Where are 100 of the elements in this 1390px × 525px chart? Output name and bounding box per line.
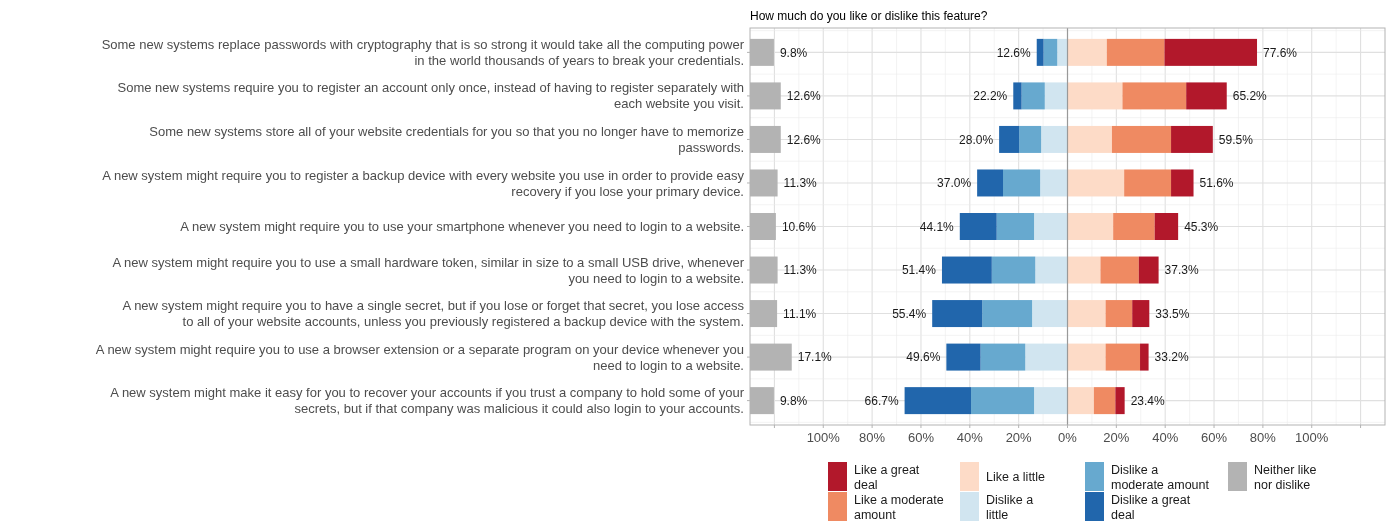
y-tick-label: Some new systems store all of your website credentials for you so that you no longer have to memorize passwords.	[149, 123, 744, 155]
y-tick-label: A new system might require you to use a small hardware token, similar in size to a small USB drive, whenever you need to login to a website.	[112, 254, 745, 286]
y-tick-label: Some new systems require you to register an account only once, instead of having to register separately with each website you visit.	[117, 80, 744, 112]
data-label: 11.3%	[783, 263, 818, 278]
bar	[1154, 213, 1179, 240]
bar	[1122, 82, 1187, 110]
bar	[1032, 300, 1068, 328]
annotation: 12.6%	[996, 45, 1032, 60]
legend-label: Dislike a moderate amount	[1111, 462, 1210, 492]
x-tick-label: 100%	[806, 430, 841, 445]
x-tick-label: 80%	[859, 430, 886, 445]
bar	[1124, 169, 1172, 197]
bar	[1003, 169, 1041, 197]
bar	[999, 125, 1020, 153]
y-tick-label: A new system might require you to have a single secret, but if you lose or forget that secret, you lose access to all of your website accounts, unless you previously registered a backup device with the system.	[122, 298, 745, 330]
bar	[1041, 125, 1068, 153]
bar	[1040, 169, 1068, 197]
annotation: 33.5%	[1155, 306, 1190, 321]
legend-label: Like a moderate amount	[854, 492, 944, 522]
bar	[1067, 387, 1094, 415]
x-tick-label: 0%	[1058, 430, 1078, 445]
legend-label: Like a great deal	[854, 462, 920, 492]
data-label: 12.6%	[786, 89, 822, 104]
bar	[1067, 343, 1106, 371]
annotation: 37.0%	[937, 176, 972, 191]
bar	[1034, 387, 1068, 415]
annotation: 66.7%	[864, 393, 899, 408]
x-tick-label: 40%	[956, 430, 984, 445]
annotation: 59.5%	[1218, 132, 1254, 147]
bar	[1105, 343, 1141, 371]
bar	[982, 300, 1033, 328]
y-tick-label: A new system might require you to register a backup device with every website you use in order to provide easy recovery if you lose your primary device.	[102, 167, 745, 199]
annotation: 51.6%	[1199, 176, 1234, 191]
annotation: 77.6%	[1263, 45, 1298, 60]
bar	[1186, 82, 1227, 110]
bar	[1164, 38, 1258, 66]
x-tick-label: 60%	[907, 430, 935, 445]
y-tick-label: Some new systems replace passwords with cryptography that is so strong it would take all the computing power in the world thousands of years to break your credentials.	[101, 36, 745, 68]
bar	[1067, 82, 1123, 110]
bar	[1021, 82, 1045, 110]
bar	[971, 387, 1035, 415]
bar	[1067, 125, 1112, 153]
bar	[977, 169, 1004, 197]
bar	[1036, 38, 1044, 66]
bar	[1067, 213, 1114, 240]
bar	[1035, 256, 1068, 284]
legend-label: Like a little	[986, 470, 1046, 485]
bar	[946, 343, 981, 371]
y-tick-label: A new system might require you to use your smartphone whenever you need to login to a website.	[180, 219, 744, 235]
bar	[1111, 125, 1172, 153]
bar	[1067, 256, 1101, 284]
bar	[1171, 169, 1194, 197]
legend-label: Dislike a great deal	[1111, 492, 1191, 522]
chart-title: How much do you like or dislike this feature?	[750, 9, 988, 23]
bar	[1067, 38, 1107, 66]
bar	[941, 256, 992, 284]
bar	[1067, 169, 1125, 197]
bar	[1113, 213, 1155, 240]
bar	[1140, 343, 1149, 371]
annotation: 44.1%	[919, 219, 955, 234]
legend-label: Neither like nor dislike	[1254, 462, 1317, 492]
bar	[904, 387, 972, 415]
annotation: 22.2%	[973, 89, 1008, 104]
data-label: 17.1%	[797, 350, 833, 365]
bar	[1171, 125, 1213, 153]
bar	[1106, 38, 1165, 66]
annotation: 49.6%	[906, 350, 941, 365]
bar	[932, 300, 983, 328]
bar	[991, 256, 1036, 284]
x-tick-label: 40%	[1152, 430, 1179, 445]
data-label: 9.8%	[779, 393, 808, 408]
bar	[959, 213, 997, 240]
bar	[1093, 387, 1116, 415]
bar	[996, 213, 1035, 240]
data-label: 11.3%	[783, 176, 818, 191]
y-tick-label: A new system might require you to use a browser extension or a separate program on your device whenever you need to login to a website.	[95, 341, 744, 373]
bar	[1034, 213, 1068, 240]
annotation: 65.2%	[1232, 89, 1268, 104]
bar	[1044, 82, 1068, 110]
bar	[1057, 38, 1068, 66]
bar	[1115, 387, 1125, 415]
x-tick-label: 80%	[1249, 430, 1277, 445]
bar	[1013, 82, 1022, 110]
x-tick-label: 20%	[1103, 430, 1130, 445]
bar	[1132, 300, 1150, 328]
bar	[1019, 125, 1042, 153]
annotation: 28.0%	[959, 132, 994, 147]
annotation: 45.3%	[1184, 219, 1219, 234]
data-label: 9.8%	[779, 45, 808, 60]
annotation: 51.4%	[901, 263, 937, 278]
annotation: 55.4%	[892, 306, 927, 321]
bar	[1100, 256, 1139, 284]
y-tick-label: A new system might make it easy for you to recover your accounts if you trust a company to hold some of your secrets, but if that company was malicious it could also login to your accounts.	[110, 385, 745, 417]
bar	[1025, 343, 1068, 371]
x-tick-label: 60%	[1201, 430, 1228, 445]
bar	[1105, 300, 1133, 328]
x-tick-label: 20%	[1005, 430, 1033, 445]
bar	[1067, 300, 1106, 328]
bar	[1138, 256, 1159, 284]
data-label: 10.6%	[781, 219, 817, 234]
